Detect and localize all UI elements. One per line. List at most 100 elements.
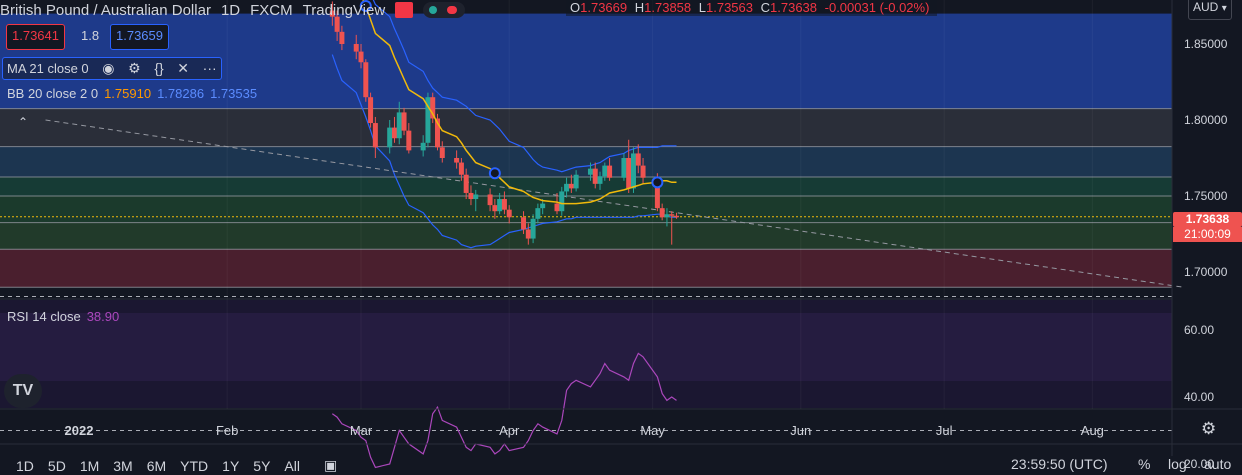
interval-label[interactable]: 1D: [220, 1, 241, 19]
tf-1d[interactable]: 1D: [16, 457, 34, 474]
tf-5y[interactable]: 5Y: [253, 457, 271, 474]
candle-45: [630, 153, 636, 189]
candle-47: [640, 165, 646, 178]
zone-2: [0, 146, 1172, 177]
candle-2: [339, 31, 345, 44]
market-status-icon[interactable]: [423, 2, 466, 18]
tf-1y[interactable]: 1Y: [222, 457, 240, 474]
candle-5: [363, 62, 369, 98]
candle-10: [396, 112, 402, 139]
time-tick-6: Jul: [936, 423, 953, 438]
tf-5d[interactable]: 5D: [47, 457, 66, 474]
zone-4: [0, 196, 1172, 223]
candle-17: [439, 147, 445, 158]
utc-clock[interactable]: 23:59:50 (UTC): [1011, 456, 1108, 472]
low-value: 1.73563: [706, 0, 753, 15]
candle-23: [487, 194, 493, 206]
rsi-value: 38.90: [86, 309, 120, 324]
candle-29: [525, 229, 531, 239]
eye-icon[interactable]: ◉: [102, 60, 115, 76]
braces-icon[interactable]: {}: [154, 60, 164, 76]
snapshot-icon[interactable]: ▣: [323, 457, 338, 473]
candle-13: [420, 142, 426, 151]
buy-button[interactable]: 1.73659: [110, 24, 169, 50]
price-tick-2: 1.75000: [1184, 189, 1228, 203]
candle-25: [497, 199, 503, 212]
gear-icon[interactable]: ⚙: [128, 60, 141, 76]
candle-19: [458, 162, 464, 175]
time-tick-4: May: [640, 423, 665, 438]
bar-countdown: 21:00:09: [1173, 227, 1242, 242]
candle-51: [669, 214, 675, 216]
candle-38: [587, 168, 593, 175]
candle-3: [353, 44, 359, 52]
low-label: L: [698, 0, 706, 15]
ma-marker-24: [488, 167, 501, 180]
close-value: 1.73638: [770, 0, 818, 15]
currency-button[interactable]: AUD ▾: [1188, 0, 1232, 20]
bb-basis-value: 1.75910: [104, 86, 152, 101]
sell-button[interactable]: 1.73641: [6, 24, 65, 50]
ma-marker-5: [359, 0, 372, 12]
rsi-tick-1: 40.00: [1184, 390, 1214, 404]
symbol-title[interactable]: British Pound / Australian Dollar: [0, 1, 211, 19]
tv-logo-icon[interactable]: TV: [4, 374, 42, 408]
exchange-label: FXCM: [250, 1, 293, 19]
time-tick-2: Mar: [350, 423, 373, 438]
more-icon[interactable]: ···: [202, 60, 217, 76]
high-label: H: [634, 0, 645, 15]
tf-6m[interactable]: 6M: [146, 457, 167, 474]
chart-header: British Pound / Australian Dollar 1D FXC…: [0, 0, 475, 20]
time-tick-7: Aug: [1081, 423, 1104, 438]
close-icon[interactable]: ✕: [177, 60, 190, 76]
candle-21: [468, 192, 474, 200]
candle-16: [435, 118, 440, 148]
bb-lower-value: 1.73535: [210, 86, 258, 101]
price-tick-3: 1.70000: [1184, 265, 1228, 279]
collapse-legend-button[interactable]: ⌃: [9, 113, 37, 131]
candle-49: [659, 208, 665, 218]
chevron-down-icon: ▾: [1221, 3, 1227, 14]
candle-8: [387, 127, 393, 148]
ma-indicator-legend[interactable]: MA 21 close 0 ◉ ⚙ {} ✕ ···: [2, 57, 222, 80]
candle-48: [654, 177, 660, 209]
candle-14: [425, 97, 431, 143]
candle-1: [334, 16, 340, 32]
tf-1m[interactable]: 1M: [79, 457, 100, 474]
tf-ytd[interactable]: YTD: [180, 457, 209, 474]
zone-1: [0, 108, 1172, 147]
bb-lower-line: [331, 54, 677, 249]
candle-52: [674, 215, 679, 218]
chevron-up-icon: ⌃: [17, 115, 29, 129]
ma-marker-48: [651, 176, 664, 189]
tf-3m[interactable]: 3M: [113, 457, 133, 474]
high-value: 1.73858: [644, 0, 692, 15]
log-toggle[interactable]: log: [1168, 456, 1187, 472]
candle-44: [626, 158, 632, 189]
candle-42: [607, 165, 613, 178]
tf-all[interactable]: All: [284, 457, 300, 474]
ma-legend-box: MA 21 close 0 ◉ ⚙ {} ✕ ···: [2, 57, 222, 80]
currency-label: AUD: [1193, 0, 1219, 14]
rsi-tick-0: 60.00: [1184, 323, 1214, 337]
zone-6: [0, 249, 1172, 288]
time-tick-3: Apr: [499, 423, 520, 438]
time-tick-1: Feb: [216, 423, 238, 438]
candle-41: [602, 165, 608, 177]
candle-27: [506, 209, 512, 218]
candle-43: [621, 158, 627, 178]
candle-20: [463, 174, 469, 193]
percent-toggle[interactable]: %: [1138, 456, 1151, 472]
auto-toggle[interactable]: auto: [1204, 456, 1232, 472]
candle-26: [501, 199, 507, 210]
bb-indicator-legend[interactable]: BB 20 close 2 0 1.75910 1.78286 1.73535: [7, 86, 257, 101]
settings-icon[interactable]: ⚙: [1201, 419, 1217, 438]
candle-11: [401, 112, 407, 131]
candle-35: [564, 183, 570, 192]
flag-icon[interactable]: [395, 2, 414, 18]
rsi-indicator-legend[interactable]: RSI 14 close 38.90: [7, 309, 119, 324]
candle-30: [530, 218, 536, 239]
candle-4: [358, 51, 364, 63]
candle-50: [664, 214, 670, 218]
